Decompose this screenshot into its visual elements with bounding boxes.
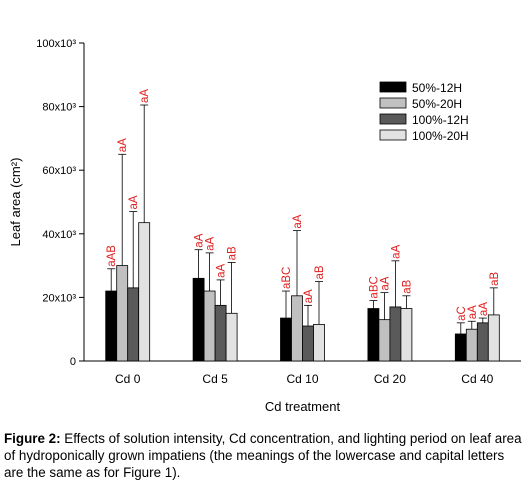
x-tick-label: Cd 5 — [202, 372, 228, 386]
bar — [487, 314, 500, 362]
y-tick-label: 60x10³ — [42, 165, 76, 177]
bar — [454, 333, 467, 362]
figure-caption: Figure 2: Effects of solution intensity,… — [4, 430, 523, 481]
x-tick-label: Cd 40 — [461, 372, 493, 386]
y-tick-label: 20x10³ — [42, 292, 76, 304]
x-tick-label: Cd 20 — [374, 372, 406, 386]
legend-label: 50%-20H — [412, 97, 462, 111]
bar — [313, 324, 325, 362]
significance-label: aA — [139, 89, 151, 103]
legend-swatch — [379, 113, 407, 125]
legend-swatch — [379, 97, 407, 109]
significance-label: aA — [205, 236, 217, 250]
bar — [280, 317, 292, 362]
significance-label: aA — [379, 276, 391, 290]
bar — [214, 304, 227, 362]
y-tick-label: 0 — [70, 356, 76, 368]
bar — [138, 222, 151, 362]
x-tick-label: Cd 10 — [286, 372, 318, 386]
significance-label: aC — [456, 306, 468, 321]
significance-label: aA — [478, 302, 490, 316]
leaf-area-bar-chart: 0 20x10³ 40x10³ 60x10³ 80x10³ 100x10³ Leaf are… — [8, 38, 521, 414]
y-tick-label: 80x10³ — [42, 102, 76, 114]
bar — [116, 265, 129, 362]
legend-label: 100%-12H — [412, 113, 469, 127]
figure-caption-label: Figure 2: — [4, 431, 61, 446]
significance-label: aA — [194, 233, 206, 247]
significance-label: aA — [128, 195, 140, 209]
x-axis-title: Cd treatment — [265, 399, 341, 414]
bar — [127, 287, 140, 362]
bar — [192, 277, 205, 362]
bar — [105, 290, 118, 362]
legend-label: 50%-12H — [412, 81, 462, 95]
y-tick-label: 40x10³ — [42, 229, 76, 241]
bar — [302, 325, 314, 362]
legend-label: 100%-20H — [412, 129, 469, 143]
legend-swatch — [379, 81, 407, 93]
bar — [476, 322, 489, 362]
x-tick-label: Cd 0 — [115, 372, 141, 386]
bar — [389, 306, 402, 362]
significance-label: aA — [303, 289, 315, 303]
significance-label: aB — [489, 271, 501, 285]
figure-caption-text: Effects of solution intensity, Cd concen… — [4, 431, 522, 480]
significance-label: aA — [467, 305, 479, 319]
significance-label: aA — [292, 214, 304, 228]
bar — [367, 308, 380, 362]
significance-label: aB — [227, 246, 239, 260]
significance-label: aB — [401, 279, 413, 293]
significance-label: aBC — [368, 276, 380, 298]
significance-label: aA — [216, 264, 228, 278]
legend-swatch — [379, 129, 407, 141]
bar — [400, 308, 413, 362]
bar — [291, 295, 303, 362]
significance-label: aA — [117, 138, 129, 152]
y-tick-label: 100x10³ — [36, 38, 76, 50]
bar — [465, 328, 478, 362]
significance-label: aB — [314, 265, 326, 279]
significance-label: aBC — [281, 267, 293, 289]
y-axis-title: Leaf area (cm²) — [8, 158, 23, 247]
significance-label: aA — [390, 244, 402, 258]
bar — [225, 312, 238, 362]
significance-label: aAB — [106, 245, 118, 267]
bar — [203, 290, 216, 362]
bar — [378, 319, 391, 362]
